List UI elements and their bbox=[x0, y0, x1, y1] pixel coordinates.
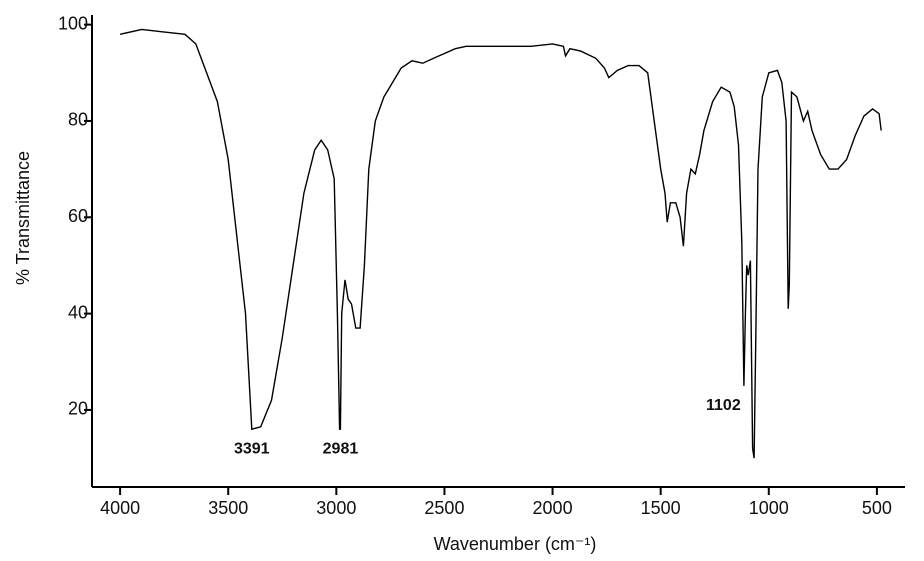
x-tick-label: 4000 bbox=[100, 498, 140, 518]
peak-label: 2981 bbox=[323, 440, 359, 457]
y-tick-label: 40 bbox=[68, 302, 88, 322]
x-tick-label: 2000 bbox=[533, 498, 573, 518]
y-tick-label: 20 bbox=[68, 399, 88, 419]
x-tick-label: 3500 bbox=[208, 498, 248, 518]
y-tick-label: 60 bbox=[68, 206, 88, 226]
x-axis-title: Wavenumber (cm⁻¹) bbox=[434, 534, 597, 554]
x-tick-label: 3000 bbox=[316, 498, 356, 518]
spectrum-line bbox=[119, 28, 882, 459]
x-tick-label: 1500 bbox=[641, 498, 681, 518]
x-tick-label: 500 bbox=[862, 498, 892, 518]
x-tick-label: 1000 bbox=[749, 498, 789, 518]
y-axis-title: % Transmittance bbox=[13, 151, 33, 285]
peak-label: 3391 bbox=[234, 440, 270, 457]
y-tick-label: 100 bbox=[58, 13, 88, 33]
x-tick-label: 2500 bbox=[424, 498, 464, 518]
peak-label: 1102 bbox=[706, 397, 741, 414]
y-tick-label: 80 bbox=[68, 110, 88, 130]
